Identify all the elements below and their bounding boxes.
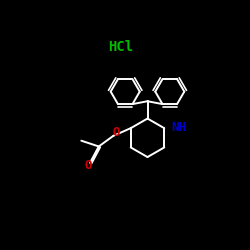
Text: NH: NH [171, 121, 186, 134]
Text: O: O [84, 159, 92, 172]
Text: HCl: HCl [108, 40, 133, 54]
Text: O: O [112, 126, 120, 139]
